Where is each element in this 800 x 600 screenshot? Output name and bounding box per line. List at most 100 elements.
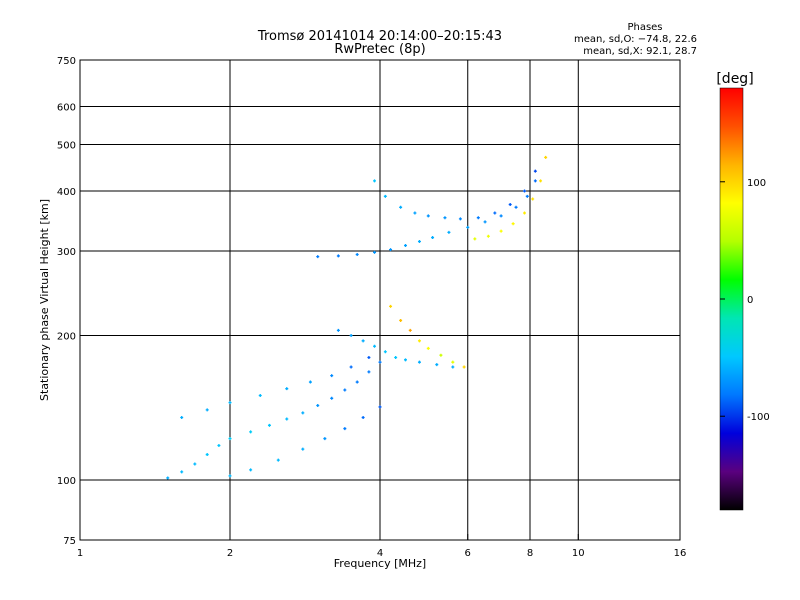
x-tick-label: 10 bbox=[572, 548, 585, 559]
data-point bbox=[426, 214, 430, 218]
data-point bbox=[403, 358, 407, 362]
chart-title: Tromsø 20141014 20:14:00–20:15:43 bbox=[257, 29, 502, 44]
data-point bbox=[435, 363, 439, 367]
data-point bbox=[308, 380, 312, 384]
data-point bbox=[205, 453, 209, 457]
data-point bbox=[486, 234, 490, 238]
y-tick-label: 200 bbox=[57, 332, 76, 343]
data-point bbox=[426, 346, 430, 350]
data-point bbox=[343, 427, 347, 431]
y-tick-label: 100 bbox=[57, 476, 76, 487]
colorbar-tick-label: -100 bbox=[747, 412, 770, 423]
y-tick-label: 300 bbox=[57, 247, 76, 258]
data-point bbox=[276, 458, 280, 462]
data-point bbox=[258, 394, 262, 398]
y-axis: 75 100 200 300 400 500 600 750 bbox=[57, 56, 76, 547]
data-point bbox=[451, 360, 455, 364]
data-point bbox=[514, 205, 518, 209]
data-point bbox=[330, 374, 334, 378]
data-point bbox=[523, 189, 527, 193]
data-point bbox=[493, 211, 497, 215]
data-point bbox=[525, 194, 529, 198]
x-axis-label: Frequency [MHz] bbox=[334, 557, 426, 570]
data-point bbox=[249, 468, 253, 472]
data-point bbox=[408, 328, 412, 332]
data-point bbox=[367, 370, 371, 374]
data-point bbox=[403, 244, 407, 248]
grid bbox=[80, 60, 680, 540]
data-point bbox=[349, 365, 353, 369]
y-tick-label: 75 bbox=[63, 536, 76, 547]
data-point bbox=[336, 254, 340, 258]
data-point bbox=[285, 387, 289, 391]
stats-line-x: mean, sd,X: 92.1, 28.7 bbox=[583, 46, 697, 57]
data-point bbox=[249, 430, 253, 434]
data-point bbox=[301, 447, 305, 451]
data-point bbox=[476, 216, 480, 220]
data-point bbox=[361, 415, 365, 419]
data-point bbox=[451, 365, 455, 369]
data-point bbox=[544, 155, 548, 159]
data-point bbox=[228, 474, 232, 478]
data-point bbox=[389, 304, 393, 308]
data-point bbox=[383, 194, 387, 198]
data-point bbox=[389, 248, 393, 252]
stats-heading: Phases bbox=[627, 22, 662, 33]
data-point bbox=[205, 408, 209, 412]
data-point bbox=[285, 417, 289, 421]
data-point bbox=[394, 355, 398, 359]
data-point bbox=[228, 401, 232, 405]
data-point bbox=[378, 360, 382, 364]
data-point bbox=[336, 328, 340, 332]
data-point bbox=[399, 318, 403, 322]
colorbar-tick-label: 100 bbox=[747, 178, 766, 189]
x-tick-label: 1 bbox=[77, 548, 83, 559]
y-axis-label: Stationary phase Virtual Height [km] bbox=[38, 199, 51, 401]
data-point bbox=[447, 230, 451, 234]
data-point bbox=[417, 240, 421, 244]
data-point bbox=[193, 462, 197, 466]
y-tick-label: 600 bbox=[57, 103, 76, 114]
x-tick-label: 4 bbox=[377, 548, 383, 559]
data-point bbox=[458, 217, 462, 221]
data-point bbox=[373, 250, 377, 254]
data-point bbox=[499, 229, 503, 233]
x-tick-label: 8 bbox=[527, 548, 533, 559]
data-point bbox=[361, 339, 365, 343]
data-point bbox=[166, 476, 170, 480]
data-point bbox=[533, 169, 537, 173]
x-tick-label: 2 bbox=[227, 548, 233, 559]
data-points bbox=[166, 155, 548, 480]
data-point bbox=[323, 437, 327, 441]
x-tick-label: 16 bbox=[674, 548, 687, 559]
x-axis: 1 2 4 6 8 10 16 bbox=[77, 534, 687, 559]
data-point bbox=[443, 216, 447, 220]
data-point bbox=[462, 365, 466, 369]
data-point bbox=[413, 211, 417, 215]
data-point bbox=[531, 197, 535, 201]
data-point bbox=[373, 344, 377, 348]
data-point bbox=[180, 415, 184, 419]
data-point bbox=[316, 403, 320, 407]
data-point bbox=[399, 205, 403, 209]
data-point bbox=[483, 220, 487, 224]
data-point bbox=[180, 470, 184, 474]
data-point bbox=[417, 360, 421, 364]
data-point bbox=[228, 437, 232, 441]
data-point bbox=[511, 222, 515, 226]
data-point bbox=[508, 202, 512, 206]
colorbar-label: [deg] bbox=[716, 71, 753, 87]
x-tick-label: 6 bbox=[465, 548, 471, 559]
data-point bbox=[539, 179, 543, 183]
data-point bbox=[473, 237, 477, 241]
data-point bbox=[316, 255, 320, 259]
y-tick-label: 750 bbox=[57, 56, 76, 67]
data-point bbox=[466, 225, 470, 229]
data-point bbox=[267, 423, 271, 427]
data-point bbox=[499, 214, 503, 218]
data-point bbox=[373, 179, 377, 183]
data-point bbox=[355, 253, 359, 257]
data-point bbox=[431, 236, 435, 240]
data-point bbox=[349, 334, 353, 338]
